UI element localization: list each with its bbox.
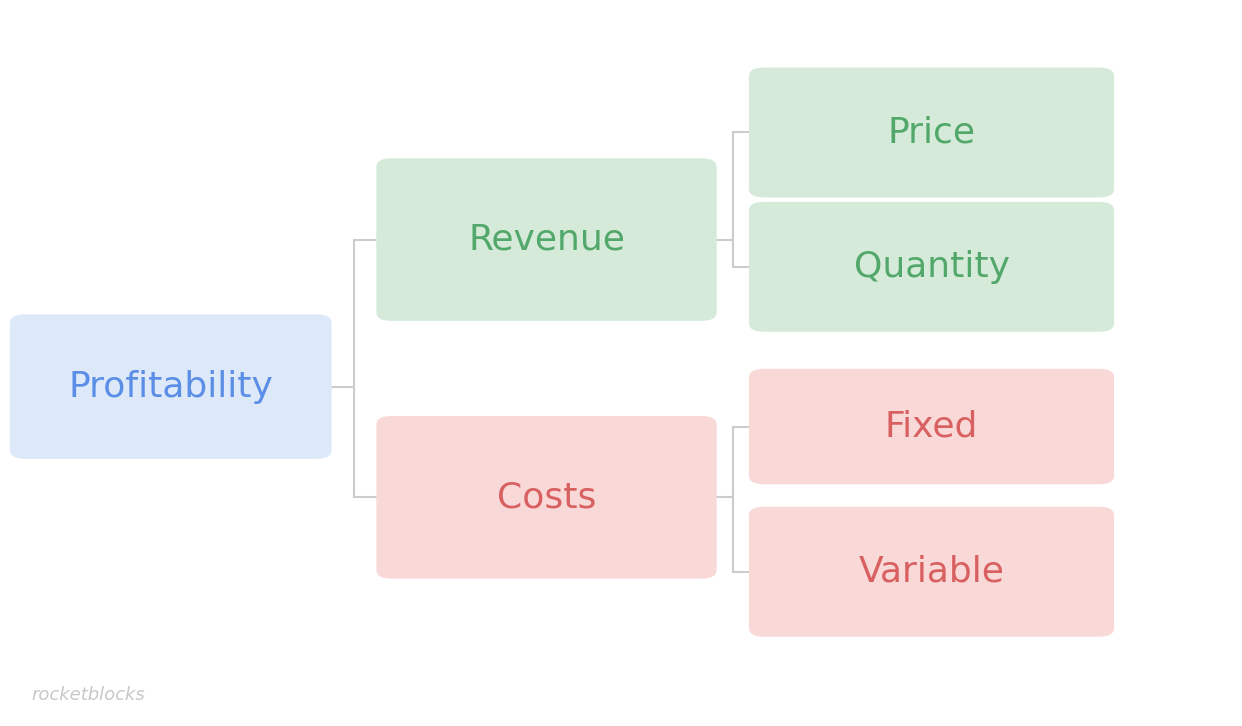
Text: Fixed: Fixed [884, 409, 979, 444]
Text: Price: Price [888, 115, 975, 150]
Text: Profitability: Profitability [68, 370, 273, 404]
FancyBboxPatch shape [749, 202, 1114, 332]
FancyBboxPatch shape [376, 416, 717, 579]
FancyBboxPatch shape [749, 369, 1114, 484]
FancyBboxPatch shape [10, 314, 332, 459]
FancyBboxPatch shape [749, 507, 1114, 637]
Text: Revenue: Revenue [468, 223, 625, 256]
FancyBboxPatch shape [749, 68, 1114, 197]
FancyBboxPatch shape [376, 158, 717, 321]
Text: Costs: Costs [497, 481, 596, 514]
Text: Quantity: Quantity [853, 250, 1010, 284]
Text: Variable: Variable [858, 555, 1005, 589]
Text: rocketblocks: rocketblocks [31, 686, 145, 704]
